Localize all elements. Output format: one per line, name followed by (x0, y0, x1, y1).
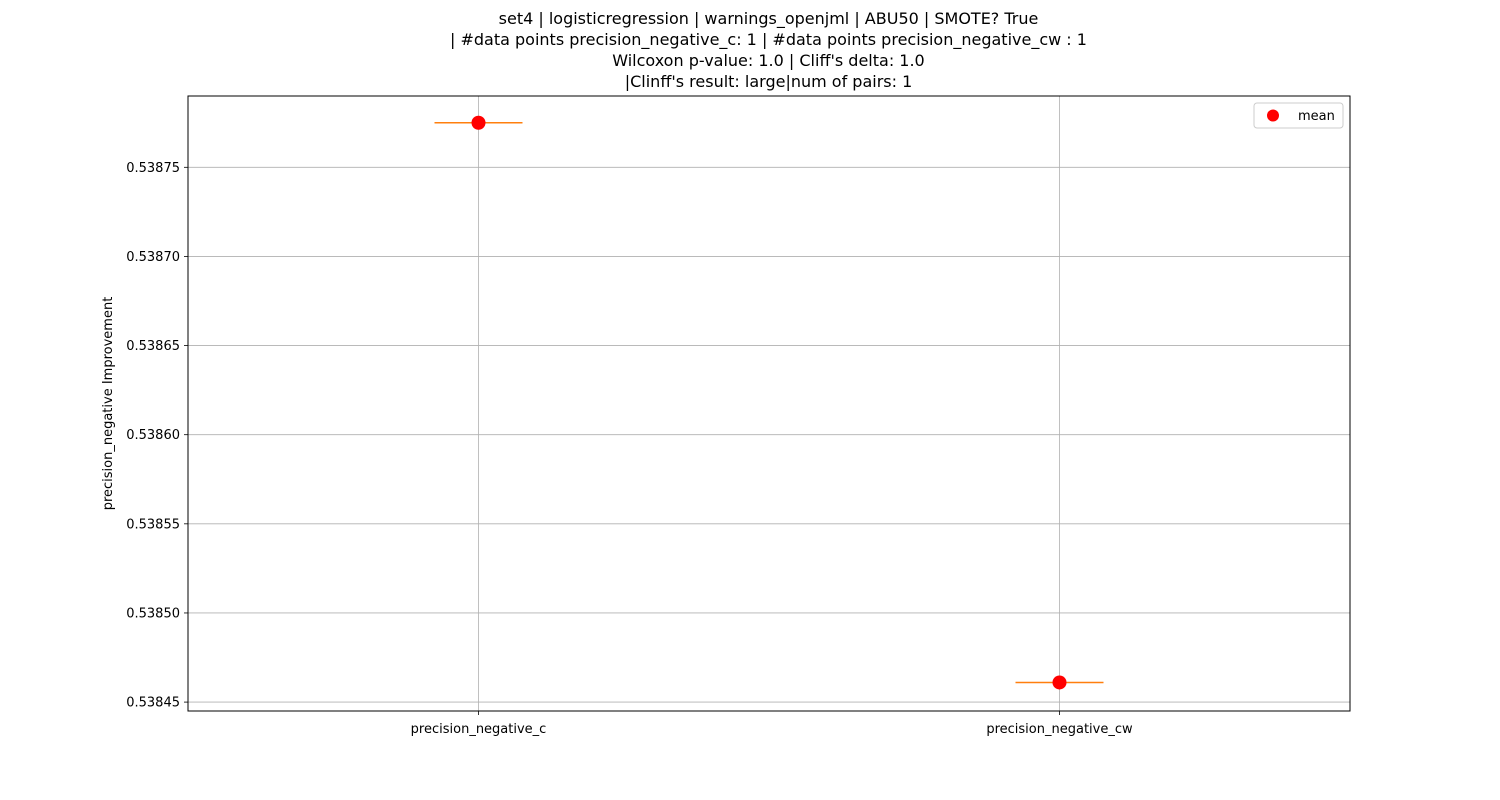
y-tick-label: 0.53865 (126, 339, 180, 354)
legend-label-mean: mean (1298, 109, 1335, 124)
chart-title-line-2: | #data points precision_negative_c: 1 |… (450, 30, 1087, 49)
ticks-layer: 0.53845 0.53850 0.53855 0.53860 0.53865 0.538… (126, 161, 1133, 737)
mean-marker (471, 115, 486, 130)
x-tick-label: precision_negative_cw (986, 722, 1133, 737)
legend-mean-marker-icon (1267, 109, 1279, 122)
axes-frame (187, 95, 1351, 712)
chart-title: set4 | logisticregression | warnings_ope… (0, 8, 1500, 92)
chart-title-line-3: Wilcoxon p-value: 1.0 | Cliff's delta: 1… (612, 51, 925, 70)
y-axis-label: precision_negative Improvement (101, 297, 116, 511)
y-tick-label: 0.53875 (126, 161, 180, 176)
legend: mean (1253, 102, 1344, 129)
chart-title-line-1: set4 | logisticregression | warnings_ope… (498, 9, 1039, 28)
y-tick-label: 0.53845 (126, 696, 180, 711)
grid-layer (188, 96, 1350, 711)
y-tick-label: 0.53870 (126, 250, 180, 265)
y-tick-label: 0.53855 (126, 517, 180, 532)
chart-title-line-4: |Clinff's result: large|num of pairs: 1 (624, 72, 913, 91)
legend-box (1253, 102, 1344, 129)
y-tick-label: 0.53850 (126, 606, 180, 621)
mean-marker (1052, 675, 1067, 690)
marks-layer (434, 115, 1104, 690)
y-tick-label: 0.53860 (126, 428, 180, 443)
x-tick-label: precision_negative_c (411, 722, 547, 737)
